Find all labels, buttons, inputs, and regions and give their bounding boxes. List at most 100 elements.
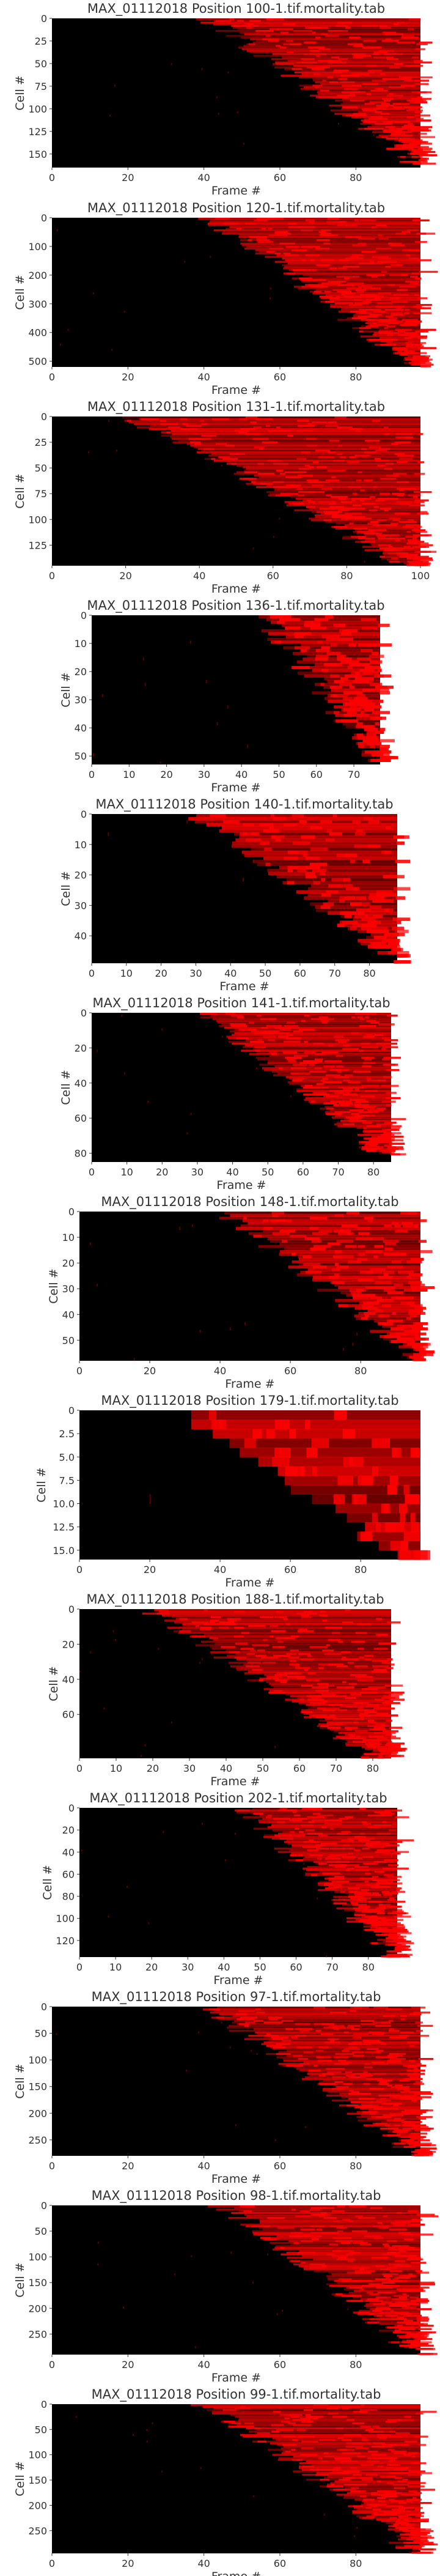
heatmap-row <box>290 2243 420 2246</box>
heatmap-cell <box>303 2409 314 2411</box>
heatmap-cell <box>409 2513 422 2516</box>
heatmap-cell <box>413 2012 431 2014</box>
heatmap-row <box>358 1312 420 1315</box>
x-tick-label: 60 <box>274 172 286 183</box>
y-tick-label: 125 <box>28 126 47 138</box>
heatmap-cell <box>318 1229 332 1233</box>
heatmap-cell <box>391 1253 406 1256</box>
heatmap-row <box>299 2465 420 2468</box>
heatmap-row <box>238 235 420 239</box>
heatmap-cell <box>340 81 355 84</box>
heatmap-cell <box>170 63 172 65</box>
heatmap-cell <box>388 2019 394 2022</box>
heatmap-cell <box>384 1253 399 1256</box>
heatmap-cell <box>387 2059 402 2062</box>
heatmap-cell <box>395 875 405 879</box>
heatmap-row <box>298 1255 420 1259</box>
heatmap-chart-10: MAX_01112018 Position 202-1.tif.mortalit… <box>41 1791 414 1987</box>
heatmap-cell <box>316 54 320 57</box>
heatmap-cell <box>306 665 310 670</box>
heatmap-cell <box>416 562 431 564</box>
heatmap-cell <box>238 431 248 434</box>
heatmap-row <box>362 1755 391 1757</box>
heatmap-cell <box>352 492 358 495</box>
heatmap-cell <box>336 2258 356 2261</box>
heatmap-cell <box>361 2438 369 2441</box>
heatmap-cell <box>316 2056 331 2059</box>
heatmap-cell <box>414 2129 431 2131</box>
heatmap-cell <box>307 1612 317 1615</box>
heatmap-cell <box>391 1751 398 1753</box>
heatmap-cell <box>258 473 274 475</box>
heatmap-cell <box>350 310 367 313</box>
heatmap-cell <box>367 1917 381 1920</box>
heatmap-cell <box>378 332 384 335</box>
heatmap-cell <box>288 2414 302 2416</box>
heatmap-cell <box>364 817 373 821</box>
heatmap-cell <box>380 2098 386 2100</box>
heatmap-cell <box>272 835 285 839</box>
heatmap-cell <box>365 2051 381 2054</box>
heatmap-row <box>309 1714 391 1717</box>
heatmap-cell <box>389 2114 404 2117</box>
heatmap-cell <box>383 1852 401 1855</box>
heatmap-cell <box>381 1919 392 1921</box>
heatmap-cell <box>380 893 397 897</box>
heatmap-cell <box>301 1020 306 1022</box>
heatmap-cell <box>411 1448 420 1457</box>
heatmap-cell <box>367 1079 380 1082</box>
heatmap-cell <box>371 1670 387 1673</box>
heatmap-cell <box>319 2438 336 2441</box>
heatmap-cell <box>413 2507 423 2509</box>
heatmap-cell <box>420 2323 428 2325</box>
heatmap-cell <box>274 640 282 644</box>
heatmap-cell <box>308 501 316 503</box>
heatmap-cell <box>356 702 375 706</box>
heatmap-cell <box>409 1304 423 1308</box>
heatmap-cell <box>414 555 429 558</box>
heatmap-cell <box>365 1250 373 1253</box>
heatmap-cell <box>356 1702 363 1704</box>
heatmap-cell <box>298 474 314 477</box>
heatmap-row <box>243 45 420 47</box>
heatmap-cell <box>406 344 414 346</box>
heatmap-cell <box>413 527 419 530</box>
heatmap-row <box>382 2134 420 2137</box>
heatmap-cell <box>394 1915 411 1918</box>
heatmap-cell <box>325 424 339 427</box>
heatmap-cell <box>391 133 401 135</box>
heatmap-cell <box>379 1286 395 1289</box>
heatmap-cell <box>332 514 348 517</box>
heatmap-cell <box>277 28 293 31</box>
heatmap-cell <box>389 1860 394 1864</box>
heatmap-cell <box>302 2454 314 2456</box>
heatmap-cell <box>358 742 364 746</box>
heatmap-row <box>235 2416 420 2418</box>
heatmap-row <box>346 2300 420 2302</box>
heatmap-cell <box>304 1668 309 1671</box>
heatmap-cell <box>395 436 411 439</box>
heatmap-cell <box>314 1053 326 1056</box>
heatmap-cell <box>330 1827 334 1830</box>
heatmap-cell <box>414 2142 421 2145</box>
heatmap-cell <box>332 2237 351 2239</box>
heatmap-cell <box>406 2258 411 2261</box>
heatmap-cell <box>394 121 411 124</box>
heatmap-cell <box>360 2409 378 2411</box>
heatmap-cell <box>234 1626 244 1629</box>
heatmap-cell <box>397 948 403 952</box>
heatmap-cell <box>391 2303 400 2306</box>
heatmap-cell <box>388 2472 399 2474</box>
heatmap-cell <box>382 1058 391 1061</box>
heatmap-cell <box>376 1882 391 1885</box>
heatmap-row <box>233 2019 420 2022</box>
heatmap-cell <box>397 21 405 24</box>
heatmap-cell <box>386 826 392 830</box>
heatmap-cell <box>394 1949 407 1951</box>
heatmap-cell <box>290 2260 300 2262</box>
heatmap-cell <box>243 2210 252 2213</box>
heatmap-cell <box>411 1289 428 1292</box>
heatmap-row <box>357 2313 420 2315</box>
heatmap-cell <box>394 1851 409 1853</box>
heatmap-cell <box>325 1857 341 1860</box>
